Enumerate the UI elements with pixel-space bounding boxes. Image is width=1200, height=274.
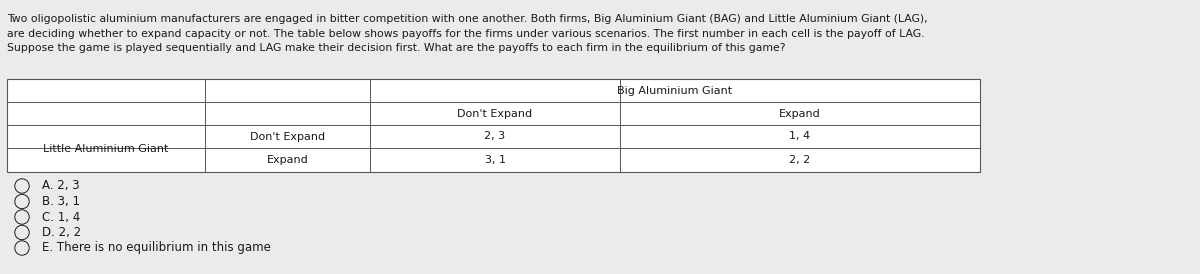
Text: 1, 4: 1, 4	[790, 132, 810, 141]
Text: Suppose the game is played sequentially and LAG make their decision first. What : Suppose the game is played sequentially …	[7, 43, 786, 53]
Text: Little Aluminium Giant: Little Aluminium Giant	[43, 144, 169, 153]
Text: E. There is no equilibrium in this game: E. There is no equilibrium in this game	[42, 241, 271, 255]
Text: 2, 3: 2, 3	[485, 132, 505, 141]
Text: 3, 1: 3, 1	[485, 155, 505, 165]
Text: D. 2, 2: D. 2, 2	[42, 226, 82, 239]
Text: Two oligopolistic aluminium manufacturers are engaged in bitter competition with: Two oligopolistic aluminium manufacturer…	[7, 14, 928, 24]
Text: are deciding whether to expand capacity or not. The table below shows payoffs fo: are deciding whether to expand capacity …	[7, 28, 924, 39]
Text: C. 1, 4: C. 1, 4	[42, 210, 80, 224]
Text: A. 2, 3: A. 2, 3	[42, 179, 79, 193]
Text: Don't Expand: Don't Expand	[457, 109, 533, 118]
Text: B. 3, 1: B. 3, 1	[42, 195, 80, 208]
Text: Don't Expand: Don't Expand	[250, 132, 325, 141]
Text: Big Aluminium Giant: Big Aluminium Giant	[618, 85, 732, 96]
Text: Expand: Expand	[779, 109, 821, 118]
Text: 2, 2: 2, 2	[790, 155, 811, 165]
Text: Expand: Expand	[266, 155, 308, 165]
